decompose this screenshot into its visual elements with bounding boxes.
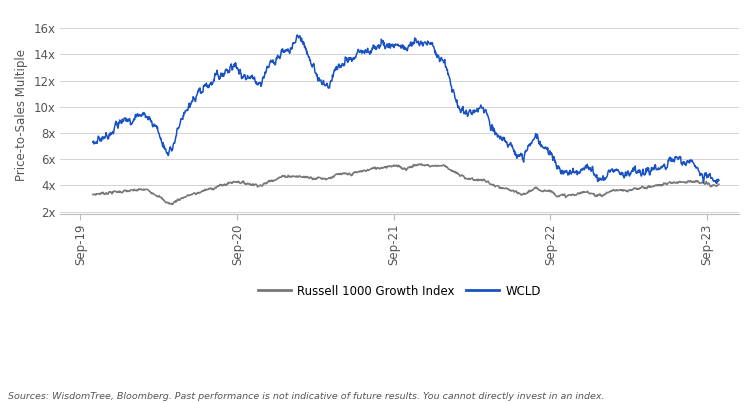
- Y-axis label: Price-to-Sales Multiple: Price-to-Sales Multiple: [15, 49, 28, 181]
- Legend: Russell 1000 Growth Index, WCLD: Russell 1000 Growth Index, WCLD: [253, 280, 545, 302]
- Text: Sources: WisdomTree, Bloomberg. Past performance is not indicative of future res: Sources: WisdomTree, Bloomberg. Past per…: [8, 392, 604, 401]
